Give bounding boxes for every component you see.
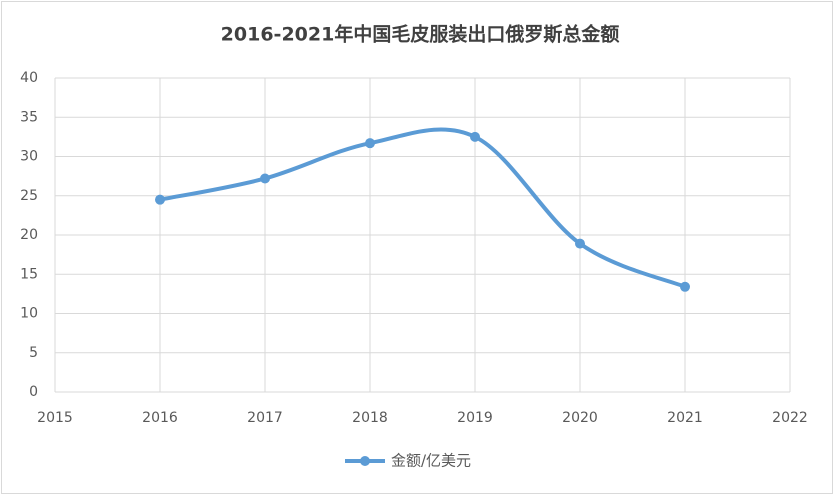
- x-tick-label: 2021: [667, 410, 703, 426]
- line: [158, 127, 687, 289]
- chart-title: 2016-2021年中国毛皮服装出口俄罗斯总金额: [221, 23, 620, 46]
- marker: [260, 173, 270, 184]
- x-tick-label: 2015: [37, 410, 73, 426]
- y-tick-label: 10: [20, 306, 38, 322]
- x-tick-label: 2019: [457, 410, 493, 426]
- y-tick-label: 20: [20, 227, 38, 243]
- marker: [155, 194, 165, 205]
- marker: [470, 131, 480, 142]
- y-tick-label: 40: [20, 70, 38, 86]
- x-tick-label: 2017: [247, 410, 283, 426]
- marker: [575, 238, 585, 249]
- x-tick-label: 2018: [352, 410, 388, 426]
- y-tick-label: 0: [29, 384, 38, 400]
- legend-label: 金额/亿美元: [391, 452, 471, 470]
- marker: [680, 281, 690, 292]
- y-tick-label: 15: [20, 266, 38, 282]
- x-tick-label: 2016: [142, 410, 178, 426]
- x-tick-label: 2020: [562, 410, 598, 426]
- x-tick-label: 2022: [772, 410, 808, 426]
- marker: [365, 138, 375, 149]
- y-tick-label: 5: [29, 345, 38, 361]
- y-tick-label: 25: [20, 188, 38, 204]
- y-tick-label: 30: [20, 149, 38, 165]
- legend-marker: [360, 456, 370, 466]
- y-tick-label: 35: [20, 109, 38, 125]
